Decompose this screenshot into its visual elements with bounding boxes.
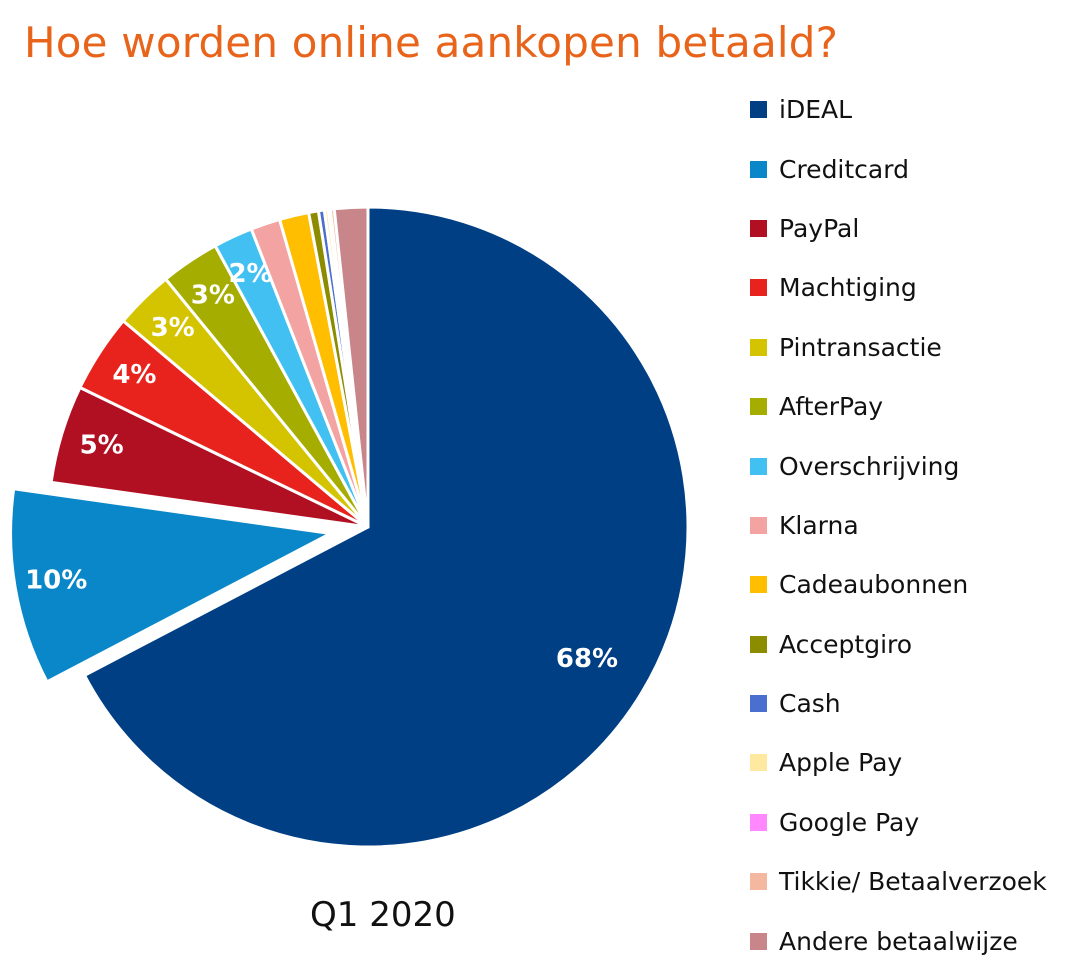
legend-swatch bbox=[750, 338, 767, 356]
legend-swatch bbox=[750, 457, 767, 475]
legend-swatch bbox=[750, 516, 767, 534]
legend-item-ideal: iDEAL bbox=[750, 80, 1047, 139]
slice-label-creditcard: 10% bbox=[25, 565, 87, 595]
pie-slice-ideal bbox=[82, 205, 690, 849]
legend-label: iDEAL bbox=[779, 95, 853, 125]
legend-item-acceptgiro: Acceptgiro bbox=[750, 615, 1047, 674]
legend-label: Cadeaubonnen bbox=[779, 570, 969, 600]
legend-label: Tikkie/ Betaalverzoek bbox=[779, 867, 1047, 897]
legend-item-afterpay: AfterPay bbox=[750, 377, 1047, 436]
legend-item-google-pay: Google Pay bbox=[750, 793, 1047, 852]
legend-item-cash: Cash bbox=[750, 674, 1047, 733]
legend-swatch bbox=[750, 219, 767, 237]
legend-label: Cash bbox=[779, 689, 841, 719]
legend-item-klarna: Klarna bbox=[750, 496, 1047, 555]
legend-swatch bbox=[750, 101, 767, 119]
legend-swatch bbox=[750, 279, 767, 297]
legend-label: Google Pay bbox=[779, 807, 920, 837]
legend-swatch bbox=[750, 635, 767, 653]
legend-label: PayPal bbox=[779, 213, 860, 243]
legend-item-andere-betaalwijze: Andere betaalwijze bbox=[750, 911, 1047, 970]
slice-label-ideal: 68% bbox=[556, 644, 618, 674]
legend-item-overschrijving: Overschrijving bbox=[750, 436, 1047, 495]
legend-item-tikkie-betaalverzoek: Tikkie/ Betaalverzoek bbox=[750, 852, 1047, 911]
slice-label-afterpay: 3% bbox=[191, 280, 235, 310]
legend-swatch bbox=[750, 813, 767, 831]
legend-label: Machtiging bbox=[779, 273, 917, 303]
slice-label-paypal: 5% bbox=[80, 430, 124, 460]
legend-item-machtiging: Machtiging bbox=[750, 258, 1047, 317]
legend-swatch bbox=[750, 873, 767, 891]
legend-item-creditcard: Creditcard bbox=[750, 139, 1047, 198]
chart-subtitle: Q1 2020 bbox=[310, 895, 456, 935]
chart-legend: iDEAL Creditcard PayPal Machtiging Pintransa… bbox=[750, 80, 1047, 971]
pie-slice-andere-betaalwijze bbox=[332, 205, 370, 529]
legend-label: Overschrijving bbox=[779, 451, 960, 481]
legend-label: Andere betaalwijze bbox=[779, 926, 1018, 956]
legend-item-apple-pay: Apple Pay bbox=[750, 733, 1047, 792]
legend-swatch bbox=[750, 754, 767, 772]
legend-item-paypal: PayPal bbox=[750, 199, 1047, 258]
pie-slice-creditcard bbox=[9, 487, 333, 684]
legend-label: Acceptgiro bbox=[779, 629, 913, 659]
legend-swatch bbox=[750, 932, 767, 950]
legend-item-cadeaubonnen: Cadeaubonnen bbox=[750, 555, 1047, 614]
legend-label: Creditcard bbox=[779, 154, 909, 184]
legend-swatch bbox=[750, 576, 767, 594]
slice-label-machtiging: 4% bbox=[112, 360, 156, 390]
slice-label-pintransactie: 3% bbox=[151, 313, 195, 343]
legend-swatch bbox=[750, 695, 767, 713]
legend-label: Pintransactie bbox=[779, 332, 942, 362]
legend-swatch bbox=[750, 160, 767, 178]
chart-title: Hoe worden online aankopen betaald? bbox=[24, 18, 839, 67]
legend-swatch bbox=[750, 398, 767, 416]
legend-label: Klarna bbox=[779, 510, 859, 540]
legend-label: AfterPay bbox=[779, 392, 884, 422]
legend-item-pintransactie: Pintransactie bbox=[750, 318, 1047, 377]
legend-label: Apple Pay bbox=[779, 748, 903, 778]
